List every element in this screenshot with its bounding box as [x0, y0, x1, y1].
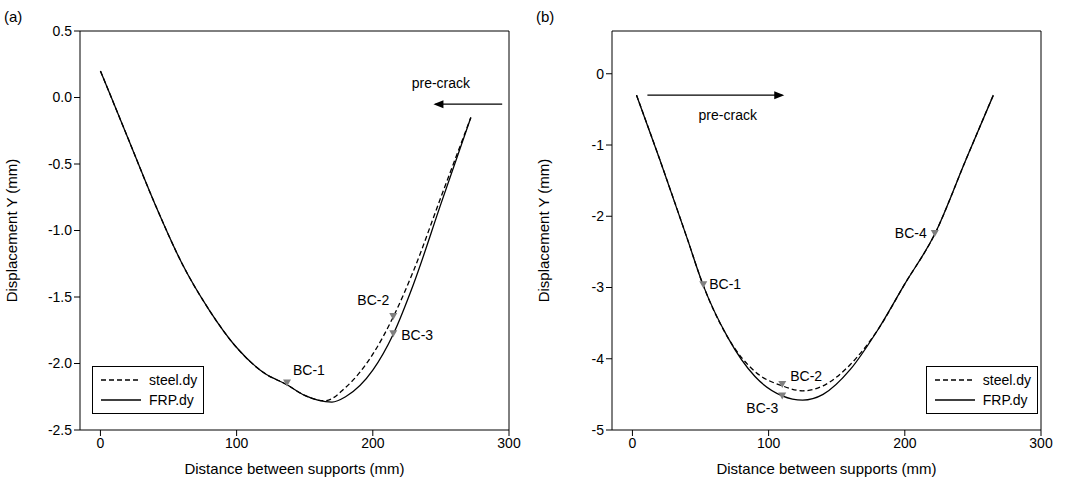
svg-text:-2: -2	[592, 208, 605, 224]
html-text:(a): (a)	[4, 8, 23, 25]
svg-text:Distance between supports (mm): Distance between supports (mm)	[716, 460, 936, 477]
svg-text:-2.0: -2.0	[48, 355, 72, 371]
svg-text:BC-2: BC-2	[790, 368, 822, 384]
svg-text:Displacement Y (mm): Displacement Y (mm)	[535, 159, 552, 303]
svg-text:BC-3: BC-3	[746, 400, 778, 416]
svg-text:0: 0	[97, 435, 105, 451]
html-text:steel.dy: steel.dy	[982, 372, 1031, 388]
svg-text:0.5: 0.5	[53, 23, 73, 39]
svg-text:300: 300	[1029, 435, 1053, 451]
html-text:FRP.dy: FRP.dy	[982, 392, 1028, 408]
svg-text:Displacement Y (mm): Displacement Y (mm)	[3, 159, 20, 303]
svg-text:-4: -4	[592, 351, 605, 367]
svg-text:100: 100	[225, 435, 249, 451]
svg-text:0: 0	[596, 66, 604, 82]
svg-text:pre-crack: pre-crack	[412, 75, 471, 91]
svg-text:BC-1: BC-1	[709, 276, 741, 292]
svg-text:100: 100	[757, 435, 781, 451]
svg-text:200: 200	[361, 435, 385, 451]
svg-text:pre-crack: pre-crack	[699, 107, 758, 123]
html-text:(b): (b)	[536, 8, 555, 25]
svg-text:Distance between supports (mm): Distance between supports (mm)	[184, 460, 404, 477]
svg-text:0: 0	[629, 435, 637, 451]
svg-text:-5: -5	[592, 422, 605, 438]
svg-text:BC-3: BC-3	[401, 327, 433, 343]
svg-text:BC-1: BC-1	[293, 362, 325, 378]
svg-text:-3: -3	[592, 279, 605, 295]
svg-text:-1: -1	[592, 137, 605, 153]
svg-text:-0.5: -0.5	[48, 156, 72, 172]
svg-text:BC-2: BC-2	[357, 292, 389, 308]
svg-text:200: 200	[893, 435, 917, 451]
html-text:FRP.dy: FRP.dy	[149, 392, 194, 408]
svg-text:-2.5: -2.5	[48, 422, 72, 438]
svg-text:BC-4: BC-4	[895, 225, 927, 241]
svg-text:-1.0: -1.0	[48, 222, 72, 238]
svg-text:0.0: 0.0	[53, 89, 73, 105]
html-text:steel.dy: steel.dy	[149, 372, 198, 388]
svg-text:-1.5: -1.5	[48, 289, 72, 305]
svg-text:300: 300	[497, 435, 521, 451]
